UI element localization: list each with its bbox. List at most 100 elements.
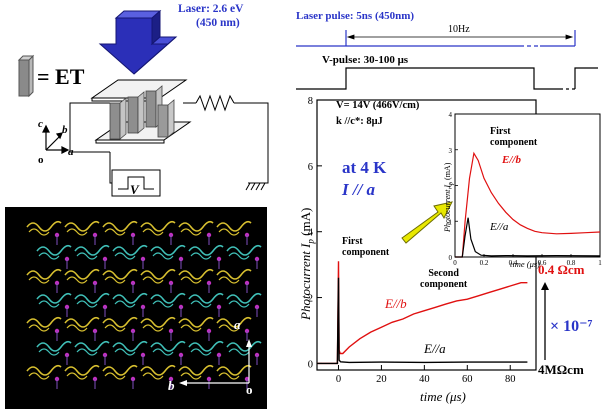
et-molecule-shape — [188, 244, 224, 256]
temperature-label: at 4 K — [342, 158, 387, 177]
inset-x-tick-label: 0.8 — [567, 259, 576, 267]
v-pulse-label: V-pulse: 30-100 μs — [322, 54, 409, 66]
inset-x-tick-label: 0.6 — [538, 259, 547, 267]
axis-c-label: c — [38, 118, 43, 130]
x-tick-label: 0 — [336, 374, 341, 385]
et-molecule-shape — [216, 220, 252, 232]
y-tick-label: 8 — [308, 96, 313, 107]
et-molecule-shape — [150, 340, 186, 352]
voltage-label: V — [130, 182, 139, 197]
et-molecule-shape — [102, 268, 138, 280]
axis-b-label: b — [62, 124, 68, 136]
et-molecule-shape — [216, 268, 252, 280]
et-molecule-shape — [216, 316, 252, 328]
et-molecule-shape — [64, 364, 100, 376]
et-molecule-shape — [218, 372, 240, 380]
rep-rate-label: 10Hz — [448, 24, 470, 35]
scale-arrowhead — [541, 282, 549, 290]
et-molecule-shape — [178, 220, 214, 232]
ground-icon — [245, 182, 266, 191]
series-line-eb — [317, 261, 528, 365]
et-molecule-shape — [140, 268, 176, 280]
et-molecule-shape — [114, 348, 136, 356]
et-molecule-shape — [142, 228, 164, 236]
et-molecule-shape — [150, 244, 186, 256]
et-molecule-shape — [114, 300, 136, 308]
et-molecule-shape — [140, 220, 176, 232]
et-molecule-shape — [74, 292, 110, 304]
current-direction-label: I // a — [342, 180, 376, 199]
crystal-b-arrowhead — [179, 380, 187, 386]
sample-electrodes — [90, 79, 192, 144]
resistivity-low-label: 4MΩcm — [538, 362, 584, 377]
x-tick-label: 60 — [462, 374, 473, 385]
et-molecule-shape — [74, 340, 110, 352]
et-molecule-shape — [188, 292, 224, 304]
condition-energy: k //c*: 8μJ — [336, 116, 383, 127]
et-molecule-shape — [190, 348, 212, 356]
laser-pulse-timeline — [296, 30, 576, 47]
inset-x-tick-label: 0.4 — [509, 259, 518, 267]
e-a-label: E//a — [424, 341, 446, 356]
y-tick-label: 2 — [308, 294, 313, 305]
et-molecule-shape — [152, 252, 174, 260]
x-tick-label: 80 — [505, 374, 516, 385]
et-molecule-shape — [26, 316, 62, 328]
et-molecule-shape — [150, 292, 186, 304]
et-molecule-shape — [180, 276, 202, 284]
rep-rate-arrow — [346, 34, 574, 40]
et-molecule-shape — [102, 316, 138, 328]
et-molecule-shape — [66, 228, 88, 236]
et-molecule-shape — [226, 340, 262, 352]
et-molecule-shape — [218, 276, 240, 284]
et-molecule-shape — [180, 228, 202, 236]
y-tick-label: 6 — [308, 162, 313, 173]
et-molecule-shape — [66, 372, 88, 380]
inset-e-a-label: E//a — [490, 221, 509, 233]
inset-y-tick-label: 4 — [449, 111, 453, 119]
inset-first-component-label: First component — [490, 126, 538, 148]
main-x-axis-label: time (μs) — [420, 389, 466, 404]
et-molecule-shape — [102, 220, 138, 232]
et-molecule-shape — [66, 324, 88, 332]
crystal-a-arrowhead — [246, 339, 252, 347]
et-molecule-shape — [36, 340, 72, 352]
inset-x-tick-label: 1 — [598, 259, 602, 267]
et-molecule-shape — [64, 268, 100, 280]
crystal-structure-image — [5, 207, 267, 409]
et-molecule-shape — [76, 348, 98, 356]
laser-pulse-label: Laser pulse: 5ns (450nm) — [296, 10, 415, 22]
e-b-label: E//b — [385, 296, 407, 311]
resistivity-high-label: 0.4 Ωcm — [538, 262, 585, 277]
crystal-axis-o-label: o — [246, 382, 253, 397]
crystal-axis-a-label: a — [234, 317, 241, 332]
et-molecule-shape — [226, 244, 262, 256]
et-molecule-shape — [28, 372, 50, 380]
et-molecule-shape — [180, 372, 202, 380]
et-molecule-shape — [76, 252, 98, 260]
et-molecule-shape — [218, 228, 240, 236]
et-molecule-shape — [28, 228, 50, 236]
et-molecule-shape — [226, 292, 262, 304]
et-molecule-shape — [74, 244, 110, 256]
y-tick-label: 0 — [308, 359, 313, 370]
et-molecule-shape — [218, 324, 240, 332]
inset-e-b-label: E//b — [502, 154, 521, 166]
et-molecule-shape — [26, 268, 62, 280]
v-pulse-timeline — [296, 67, 598, 90]
et-molecule-shape — [216, 364, 252, 376]
first-component-label: First component — [342, 236, 390, 258]
et-molecule-shape — [28, 276, 50, 284]
second-component-label: Second component — [420, 268, 468, 290]
et-molecule-shape — [26, 220, 62, 232]
et-molecule-shape — [190, 252, 212, 260]
inset-series-line-ea — [455, 217, 601, 258]
et-molecule-shape — [228, 300, 250, 308]
inset-y-tick-label: 0 — [449, 254, 453, 262]
et-molecule-shape — [190, 300, 212, 308]
inset-y-tick-label: 3 — [449, 147, 453, 155]
crystal-lattice-drawing — [26, 220, 262, 389]
laser-energy-label: Laser: 2.6 eV — [178, 3, 244, 15]
et-molecule-shape — [188, 340, 224, 352]
